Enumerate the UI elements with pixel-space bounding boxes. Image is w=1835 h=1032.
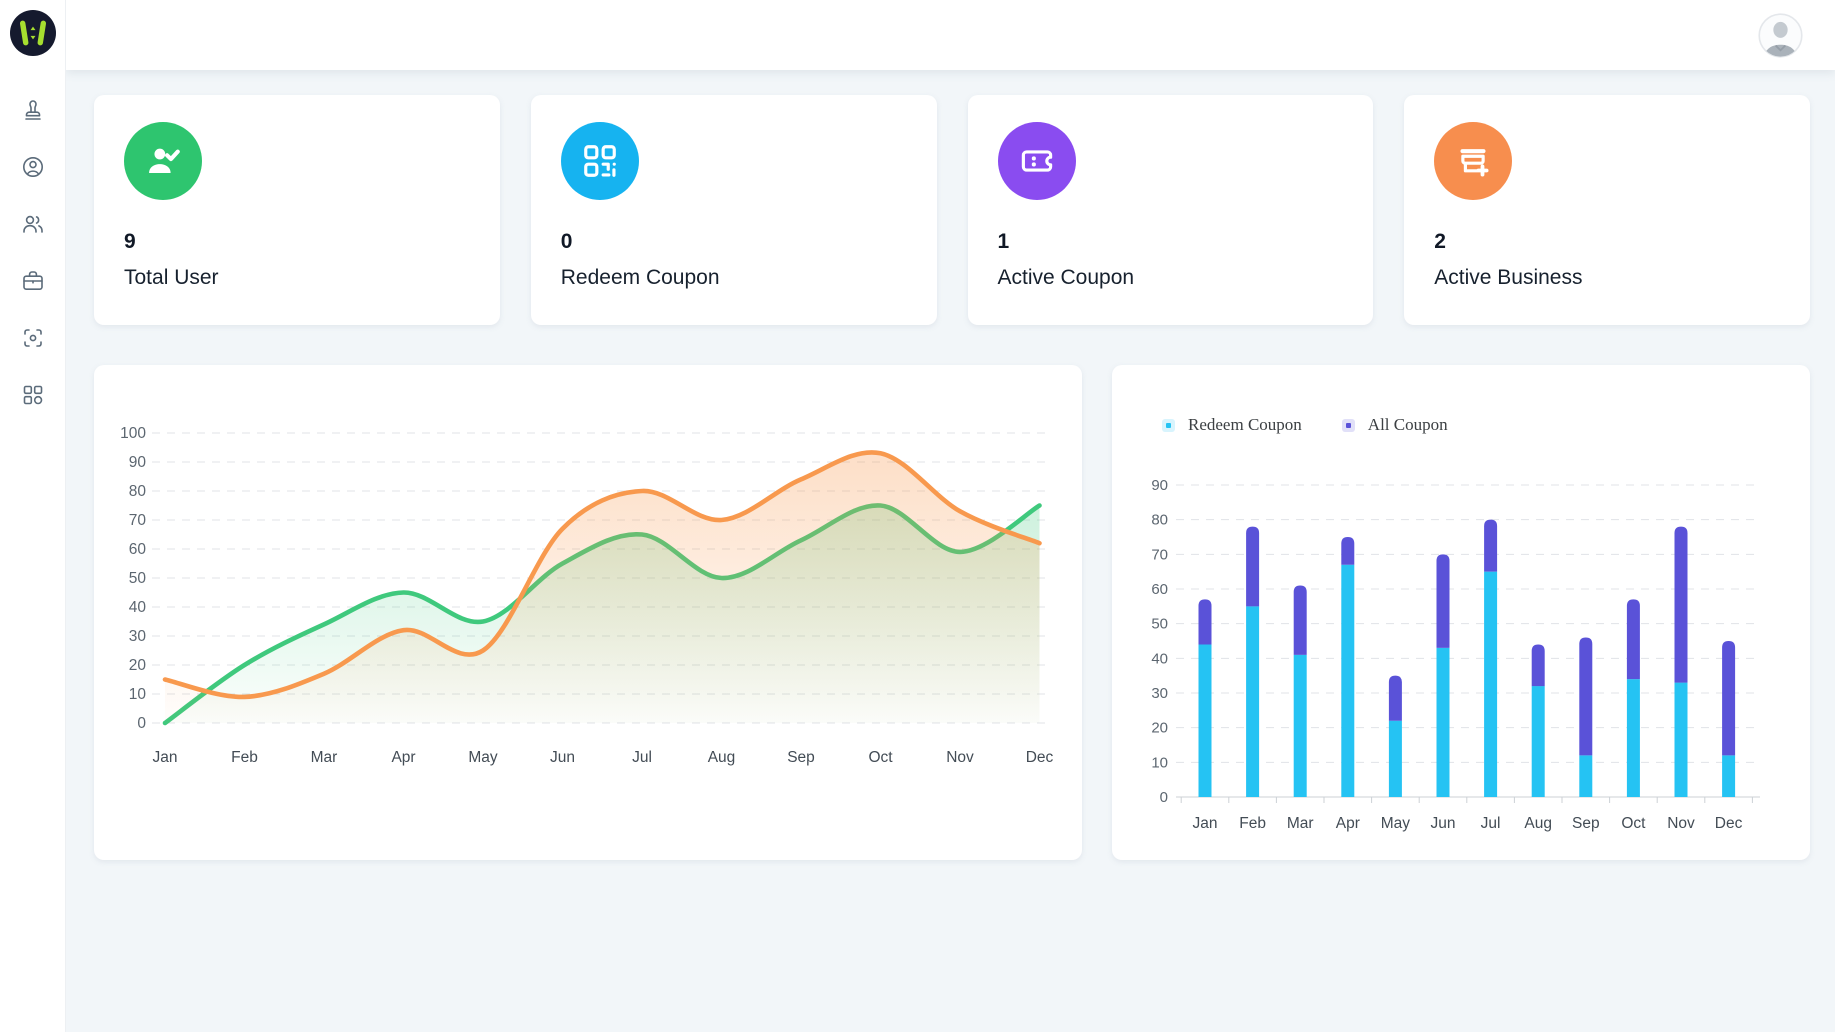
bar-chart-card: Redeem Coupon All Coupon 0 10 20 30 40 50 60 70… — [1112, 365, 1810, 860]
sidebar-item-stamp[interactable] — [21, 98, 45, 122]
svg-text:50: 50 — [129, 570, 147, 587]
svg-text:20: 20 — [1151, 720, 1168, 737]
svg-text:40: 40 — [129, 599, 147, 616]
svg-text:90: 90 — [129, 454, 147, 471]
stat-card-total-user: 9 Total User — [94, 95, 500, 325]
svg-text:Aug: Aug — [708, 749, 736, 766]
sidebar-item-briefcase[interactable] — [21, 269, 45, 293]
sidebar-item-apps[interactable] — [21, 383, 45, 407]
stat-label: Active Coupon — [997, 266, 1135, 289]
svg-text:Oct: Oct — [1621, 815, 1646, 832]
svg-text:Dec: Dec — [1026, 749, 1054, 766]
svg-text:May: May — [1381, 815, 1411, 832]
svg-text:30: 30 — [129, 628, 147, 645]
svg-text:0: 0 — [1160, 789, 1168, 806]
svg-text:Jul: Jul — [632, 749, 652, 766]
svg-text:Apr: Apr — [1336, 815, 1360, 832]
apps-grid-icon — [23, 385, 42, 405]
svg-text:Jun: Jun — [1431, 815, 1456, 832]
avatar-placeholder-icon — [1758, 13, 1803, 58]
ticket-icon — [997, 122, 1076, 200]
svg-text:May: May — [468, 749, 498, 766]
stat-label: Total User — [124, 266, 219, 289]
svg-text:Aug: Aug — [1524, 815, 1552, 832]
sidebar-item-scan[interactable] — [21, 326, 45, 350]
line-area-chart: 0 10 20 30 40 50 60 70 80 90 100 Jan Feb Mar Apr May Jun… — [120, 425, 1054, 766]
svg-text:20: 20 — [129, 657, 147, 674]
svg-text:80: 80 — [129, 483, 147, 500]
svg-text:40: 40 — [1151, 650, 1168, 667]
sidebar-item-users[interactable] — [21, 212, 45, 236]
bar-chart-legend: Redeem Coupon All Coupon — [1162, 415, 1448, 435]
stat-value: 9 — [124, 230, 136, 253]
legend-label: Redeem Coupon — [1188, 415, 1302, 434]
qr-code-icon — [560, 122, 639, 200]
stat-label: Redeem Coupon — [560, 266, 720, 289]
svg-text:100: 100 — [120, 425, 146, 442]
legend-marker — [1162, 418, 1175, 432]
svg-text:90: 90 — [1151, 477, 1168, 494]
svg-text:70: 70 — [1151, 546, 1168, 563]
legend-item-redeem-coupon[interactable]: Redeem Coupon — [1162, 415, 1302, 435]
svg-text:Dec: Dec — [1715, 815, 1743, 832]
briefcase-icon — [22, 271, 43, 290]
scan-icon — [23, 329, 42, 347]
stat-value: 2 — [1434, 230, 1446, 253]
svg-text:Sep: Sep — [1572, 815, 1600, 832]
svg-text:10: 10 — [129, 686, 147, 703]
svg-text:10: 10 — [1151, 754, 1168, 771]
user-circle-icon — [22, 157, 43, 177]
stat-label: Active Business — [1434, 266, 1583, 289]
sidebar-item-user-circle[interactable] — [21, 155, 45, 179]
stat-card-active-business: 2 Active Business — [1404, 95, 1810, 325]
svg-text:Jan: Jan — [1193, 815, 1218, 832]
svg-text:Sep: Sep — [787, 749, 815, 766]
stacked-bar-chart: 0 10 20 30 40 50 60 70 80 90 Jan Feb Mar Apr May Jun Jul… — [1151, 477, 1760, 832]
legend-label: All Coupon — [1367, 415, 1448, 434]
svg-text:Feb: Feb — [1239, 815, 1266, 832]
svg-text:Nov: Nov — [1667, 815, 1695, 832]
users-icon — [22, 215, 43, 233]
svg-text:70: 70 — [129, 512, 147, 529]
svg-text:50: 50 — [1151, 616, 1168, 633]
topbar — [66, 0, 1835, 70]
app-logo — [9, 10, 56, 56]
svg-text:80: 80 — [1151, 512, 1168, 529]
svg-text:30: 30 — [1151, 685, 1168, 702]
stamp-icon — [24, 100, 41, 120]
svg-text:Nov: Nov — [946, 749, 974, 766]
user-check-icon — [124, 122, 202, 200]
svg-text:Jan: Jan — [153, 749, 178, 766]
store-plus-icon — [1434, 122, 1513, 200]
sidebar — [0, 0, 66, 1032]
stat-value: 0 — [560, 230, 573, 253]
stat-card-active-coupon: 1 Active Coupon — [967, 95, 1374, 325]
svg-text:Jul: Jul — [1481, 815, 1501, 832]
charts-row: 0 10 20 30 40 50 60 70 80 90 100 Jan Feb Mar Apr May Jun… — [94, 365, 1810, 860]
user-avatar-button[interactable] — [1758, 13, 1803, 58]
svg-text:60: 60 — [1151, 581, 1168, 598]
line-chart-card: 0 10 20 30 40 50 60 70 80 90 100 Jan Feb Mar Apr May Jun… — [94, 365, 1082, 860]
stats-row: 9 Total User 0 Redeem Coupon — [94, 95, 1810, 325]
svg-text:Mar: Mar — [311, 749, 338, 766]
svg-text:0: 0 — [137, 715, 146, 732]
main-content: 9 Total User 0 Redeem Coupon — [66, 70, 1835, 1032]
svg-text:Jun: Jun — [550, 749, 575, 766]
svg-text:Apr: Apr — [391, 749, 415, 766]
legend-item-all-coupon[interactable]: All Coupon — [1341, 415, 1448, 435]
sidebar-nav — [21, 98, 45, 407]
svg-text:Oct: Oct — [868, 749, 893, 766]
stat-card-redeem-coupon: 0 Redeem Coupon — [530, 95, 937, 325]
svg-text:Mar: Mar — [1287, 815, 1314, 832]
stat-value: 1 — [997, 230, 1010, 253]
svg-text:Feb: Feb — [231, 749, 258, 766]
legend-marker — [1341, 418, 1355, 432]
svg-text:60: 60 — [129, 541, 147, 558]
